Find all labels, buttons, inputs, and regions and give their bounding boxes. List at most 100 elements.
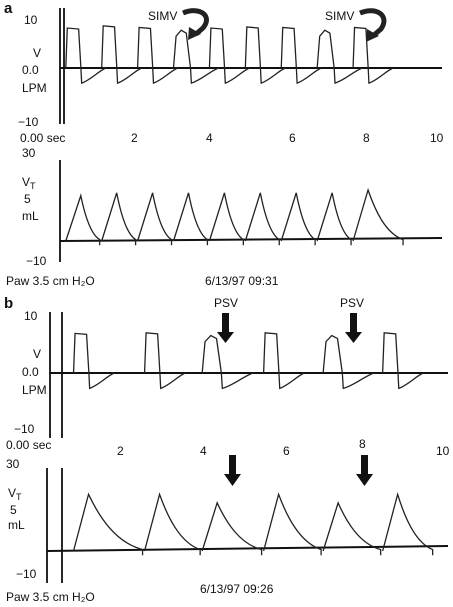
volume-breath-3 (136, 192, 173, 246)
flow-breath-6 (244, 26, 286, 85)
annotation-simv-1-label: SIMV (148, 9, 177, 23)
flow-tick-top-b: 10 (24, 309, 38, 323)
annotation-psv-2: PSV (340, 296, 364, 343)
flow-label-a: V (33, 46, 41, 60)
flow-breath-4 (172, 29, 219, 84)
flow-breath-2 (143, 332, 186, 390)
vol-tick-top-b: 30 (6, 457, 20, 471)
annotation-psv-2-label: PSV (340, 296, 364, 310)
x-tick-b-5: 10 (436, 444, 450, 458)
vol-unit-a: mL (22, 209, 39, 223)
x-tick-a-0: 0.00 sec (20, 131, 65, 145)
flow-label-b: V (33, 347, 41, 361)
flow-breath-1 (65, 27, 107, 85)
volume-breath-6 (244, 192, 280, 246)
arrow-shaft-icon (222, 313, 229, 333)
x-tick-a-3: 6 (289, 131, 296, 145)
down-arrow-icon (217, 332, 234, 343)
annotation-psv-1-label: PSV (214, 296, 238, 310)
annotation-simv-2: SIMV (325, 8, 387, 42)
flow-unit-a: LPM (22, 81, 47, 95)
pressure-readout-b: Paw 3.5 cm H₂O (6, 590, 95, 604)
volume-breath-8 (316, 192, 352, 246)
x-tick-b-3: 6 (283, 444, 290, 458)
annotation-psv-1: PSV (214, 296, 238, 343)
arrow-shaft-icon (361, 455, 368, 475)
volume-breath-1 (65, 193, 101, 246)
flow-breath-8 (316, 29, 363, 84)
flow-breath-3 (136, 26, 178, 85)
vol-tick-mid-a: 5 (24, 192, 31, 206)
flow-trace-group-a (65, 25, 394, 85)
vol-label-sub-a: T (30, 181, 36, 191)
volume-breath-4 (262, 492, 322, 556)
arrow-shaft-icon (229, 455, 236, 475)
vol-unit-b: mL (8, 518, 25, 532)
annotation-psv-4 (356, 455, 373, 486)
vol-tick-bottom-a: −10 (26, 254, 47, 268)
x-tick-a-4: 8 (363, 131, 370, 145)
down-arrow-icon (345, 332, 362, 343)
vol-label-v-a: V (22, 175, 30, 189)
annotation-simv-1: SIMV (148, 8, 209, 40)
volume-breath-2 (143, 492, 201, 556)
flow-tick-bottom-a: −10 (18, 115, 39, 129)
volume-breath-3 (201, 501, 263, 556)
flow-tick-zero-b: 0.0 (22, 365, 39, 379)
volume-breath-4 (172, 192, 209, 246)
vol-label-b: VT (8, 486, 22, 502)
x-tick-a-5: 10 (430, 131, 444, 145)
vol-label-sub-b: T (16, 492, 22, 502)
vol-baseline-a (59, 237, 443, 242)
flow-unit-b: LPM (22, 383, 47, 397)
volume-breath-5 (322, 500, 382, 556)
volume-trace-group-b (72, 491, 434, 556)
panel-letter-a: a (4, 0, 13, 17)
flow-breath-3 (201, 334, 254, 390)
volume-breath-1 (72, 492, 144, 556)
panel-b: b 10 V 0.0 LPM −10 0.00 sec 2 4 6 8 10 3… (4, 295, 450, 604)
flow-trace-group-b (72, 332, 424, 390)
flow-breath-5 (322, 334, 375, 390)
x-tick-a-1: 2 (131, 131, 138, 145)
panel-letter-b: b (4, 295, 13, 312)
vol-baseline-b (46, 545, 449, 552)
vol-tick-mid-b: 5 (10, 503, 17, 517)
panel-a: a 10 V 0.0 LPM −10 0.00 sec 2 4 6 8 10 3… (4, 0, 444, 288)
vol-label-v-b: V (8, 486, 16, 500)
flow-breath-2 (101, 25, 143, 85)
volume-breath-2 (101, 192, 137, 246)
arrowhead-icon (366, 29, 379, 42)
vol-tick-top-a: 30 (22, 146, 36, 160)
flow-breath-5 (208, 27, 250, 85)
volume-breath-7 (280, 192, 316, 246)
flow-breath-1 (72, 332, 115, 390)
flow-breath-7 (280, 26, 322, 85)
vol-label-a: VT (22, 175, 36, 191)
annotation-psv-3 (224, 455, 241, 486)
timestamp-b: 6/13/97 09:26 (200, 582, 274, 596)
annotation-simv-2-label: SIMV (325, 9, 354, 23)
flow-breath-6 (381, 332, 424, 390)
x-tick-b-4: 8 (359, 437, 366, 451)
volume-breath-6 (382, 491, 434, 556)
pressure-readout-a: Paw 3.5 cm H₂O (6, 274, 95, 288)
arrowhead-icon (188, 27, 201, 40)
vol-tick-bottom-b: −10 (16, 567, 37, 581)
flow-tick-zero-a: 0.0 (22, 63, 39, 77)
timestamp-a: 6/13/97 09:31 (205, 274, 279, 288)
flow-tick-top-a: 10 (24, 13, 38, 27)
x-tick-a-2: 4 (206, 131, 213, 145)
volume-breath-5 (208, 192, 244, 246)
volume-trace-group-a (65, 187, 404, 246)
down-arrow-icon (356, 474, 373, 486)
x-tick-b-1: 2 (117, 444, 124, 458)
x-tick-b-2: 4 (200, 444, 207, 458)
flow-breath-4 (262, 332, 305, 390)
x-tick-b-0: 0.00 sec (6, 438, 51, 452)
down-arrow-icon (224, 474, 241, 486)
curved-arrow-icon (359, 8, 387, 37)
flow-tick-bottom-b: −10 (14, 422, 35, 436)
arrow-shaft-icon (350, 313, 357, 333)
